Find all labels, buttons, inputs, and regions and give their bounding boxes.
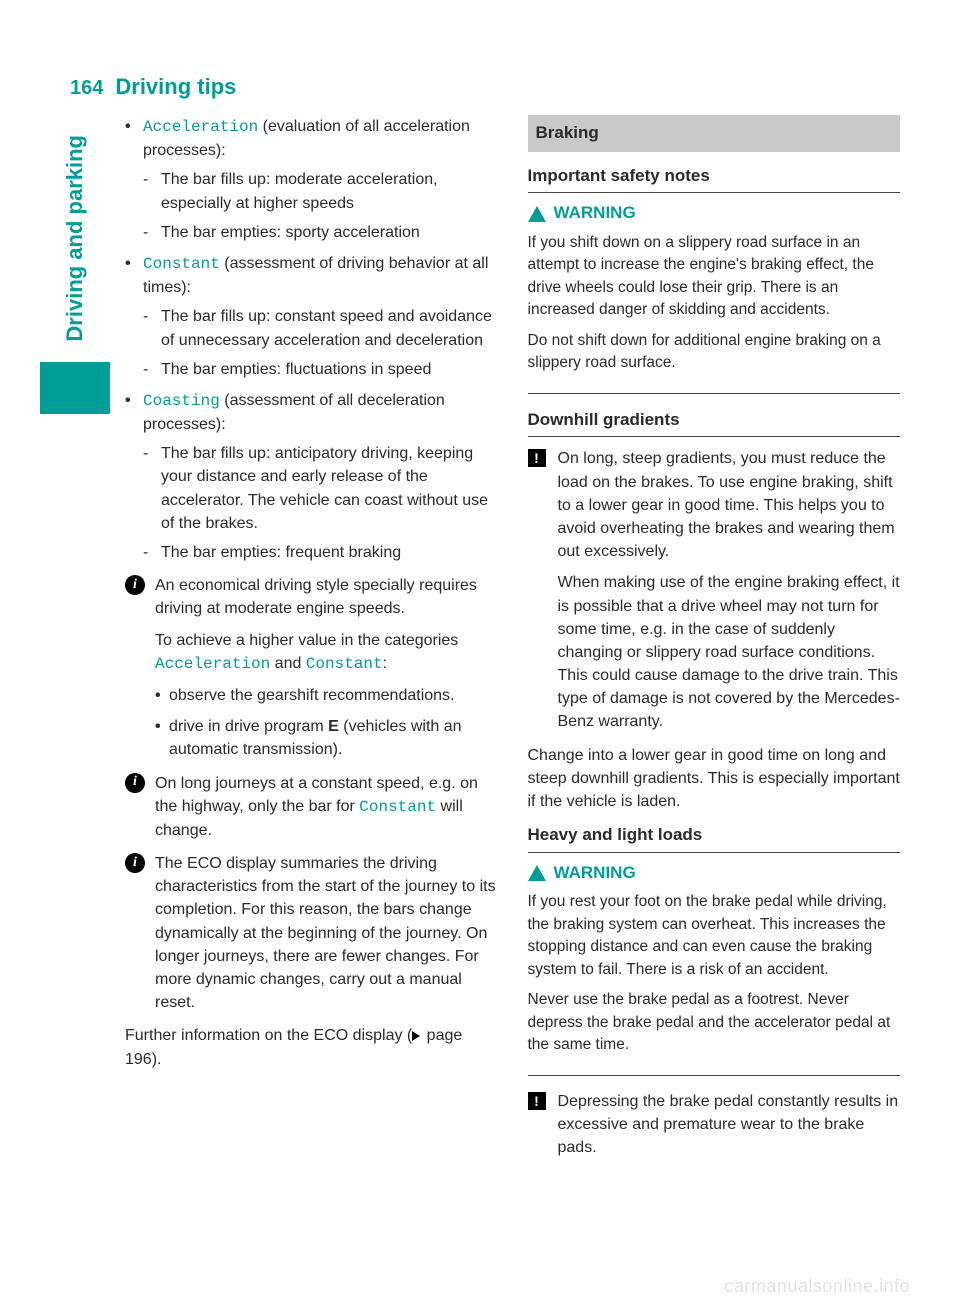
term-acceleration: Acceleration — [155, 655, 270, 673]
heading-heavy-light: Heavy and light loads — [528, 823, 901, 853]
sub-item: The bar empties: fluctuations in speed — [143, 358, 498, 381]
sub-item: The bar empties: frequent braking — [143, 541, 498, 564]
warning-text: If you rest your foot on the brake pedal… — [528, 891, 901, 981]
term-constant: Constant — [306, 655, 383, 673]
info-bullets: observe the gearshift recommendations. d… — [155, 684, 498, 762]
warning-box-1: WARNING If you shift down on a slippery … — [528, 201, 901, 393]
watermark: carmanualsonline.info — [724, 1276, 910, 1297]
exclamation-icon: ! — [528, 1092, 546, 1110]
info-icon: i — [125, 853, 145, 873]
side-tab-marker — [40, 362, 110, 414]
term-constant: Constant — [359, 798, 436, 816]
info-note-3: i The ECO display summaries the driving … — [125, 852, 498, 1014]
warning-box-2: WARNING If you rest your foot on the bra… — [528, 861, 901, 1076]
warning-text: Never use the brake pedal as a footrest.… — [528, 989, 901, 1056]
warning-head: WARNING — [528, 201, 901, 226]
side-tab: Driving and parking — [30, 115, 120, 414]
heading-downhill: Downhill gradients — [528, 408, 901, 438]
heading-safety-notes: Important safety notes — [528, 164, 901, 194]
page-header: 164 Driving tips — [70, 74, 236, 100]
sub-item: The bar fills up: moderate acceleration,… — [143, 168, 498, 214]
list-item: Acceleration (evaluation of all accelera… — [125, 115, 498, 244]
content-area: Acceleration (evaluation of all accelera… — [125, 115, 900, 1242]
text-fragment: To achieve a higher value in the categor… — [155, 632, 458, 649]
body-text: Change into a lower gear in good time on… — [528, 744, 901, 814]
info-note-2: i On long journeys at a constant speed, … — [125, 772, 498, 843]
info-note-1: i An economical driving style specially … — [125, 574, 498, 761]
sub-list: The bar fills up: constant speed and avo… — [143, 305, 498, 381]
caution-text: On long, steep gradients, you must reduc… — [558, 447, 901, 563]
term-constant: Constant — [143, 255, 220, 273]
info-text: To achieve a higher value in the categor… — [155, 629, 498, 676]
info-icon: i — [125, 575, 145, 595]
sub-list: The bar fills up: anticipatory driving, … — [143, 442, 498, 564]
caution-block-1: ! On long, steep gradients, you must red… — [528, 447, 901, 733]
left-column: Acceleration (evaluation of all accelera… — [125, 115, 498, 1242]
section-braking: Braking — [528, 115, 901, 152]
exclamation-icon: ! — [528, 449, 546, 467]
warning-text: Do not shift down for additional engine … — [528, 330, 901, 375]
caution-text: When making use of the engine braking ef… — [558, 571, 901, 733]
sub-item: The bar fills up: anticipatory driving, … — [143, 442, 498, 535]
right-column: Braking Important safety notes WARNING I… — [528, 115, 901, 1242]
text-fragment: : — [383, 655, 387, 672]
sub-item: The bar fills up: constant speed and avo… — [143, 305, 498, 351]
page-ref-icon — [412, 1031, 420, 1041]
further-info: Further information on the ECO display (… — [125, 1024, 498, 1070]
side-tab-label: Driving and parking — [62, 115, 88, 362]
term-coasting: Coasting — [143, 392, 220, 410]
info-text: On long journeys at a constant speed, e.… — [155, 772, 498, 843]
info-text: The ECO display summaries the driving ch… — [155, 852, 498, 1014]
term-acceleration: Acceleration — [143, 118, 258, 136]
warning-text: If you shift down on a slippery road sur… — [528, 232, 901, 322]
text-fragment: Further information on the ECO display ( — [125, 1027, 412, 1044]
caution-text: Depressing the brake pedal constantly re… — [558, 1090, 901, 1160]
info-text: An economical driving style specially re… — [155, 574, 498, 620]
list-item: observe the gearshift recommendations. — [155, 684, 498, 707]
page-number: 164 — [70, 77, 103, 100]
info-icon: i — [125, 773, 145, 793]
warning-label: WARNING — [554, 201, 636, 226]
warning-triangle-icon — [528, 206, 546, 222]
text-fragment: and — [270, 655, 306, 672]
text-fragment: drive in drive program — [169, 718, 328, 735]
list-item: drive in drive program E (vehicles with … — [155, 715, 498, 761]
eco-categories-list: Acceleration (evaluation of all accelera… — [125, 115, 498, 564]
page-title: Driving tips — [115, 74, 236, 100]
warning-head: WARNING — [528, 861, 901, 886]
list-item: Coasting (assessment of all deceleration… — [125, 389, 498, 564]
warning-triangle-icon — [528, 865, 546, 881]
sub-list: The bar fills up: moderate acceleration,… — [143, 168, 498, 244]
list-item: Constant (assessment of driving behavior… — [125, 252, 498, 381]
drive-program-e: E — [328, 718, 339, 735]
sub-item: The bar empties: sporty acceleration — [143, 221, 498, 244]
caution-block-2: ! Depressing the brake pedal constantly … — [528, 1090, 901, 1160]
warning-label: WARNING — [554, 861, 636, 886]
